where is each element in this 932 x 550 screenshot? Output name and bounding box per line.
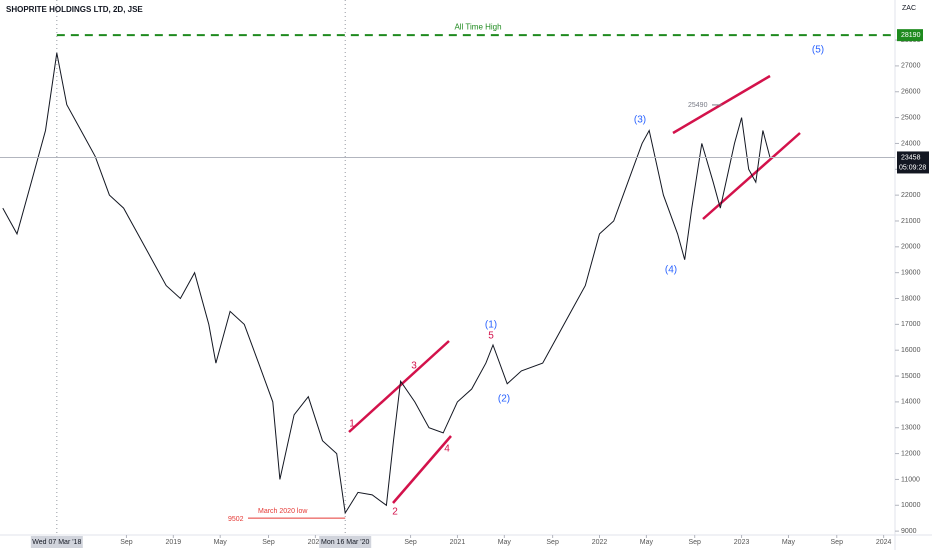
wave-label: 3 xyxy=(411,361,417,372)
x-tick-label: 2024 xyxy=(876,539,892,546)
wave-label: 5 xyxy=(488,331,494,342)
y-tick-label: 25000 xyxy=(901,114,921,121)
y-tick-label: 15000 xyxy=(901,373,921,380)
x-tick-label: May xyxy=(498,539,512,546)
wave-label: (4) xyxy=(665,265,677,276)
y-tick-label: 17000 xyxy=(901,321,921,328)
y-tick-label: 13000 xyxy=(901,425,921,432)
x-tick-label: 2019 xyxy=(166,539,182,546)
x-tick-label: 2022 xyxy=(592,539,608,546)
y-tick-label: 27000 xyxy=(901,63,921,70)
last-price-badge xyxy=(897,151,929,174)
x-tick-label: May xyxy=(640,539,654,546)
wave-label: 4 xyxy=(444,444,450,455)
crosshair-label: Mon 16 Mar '20 xyxy=(321,539,370,546)
y-tick-label: 12000 xyxy=(901,450,921,457)
countdown: 05:09:28 xyxy=(899,164,926,171)
x-tick-label: 2023 xyxy=(734,539,750,546)
y-tick-label: 21000 xyxy=(901,218,921,225)
y-tick-label: 22000 xyxy=(901,192,921,199)
x-tick-label: 2021 xyxy=(450,539,466,546)
chart-title: SHOPRITE HOLDINGS LTD, 2D, JSE xyxy=(6,5,143,14)
march-low-label: March 2020 low xyxy=(258,508,308,515)
y-tick-label: 26000 xyxy=(901,89,921,96)
ath-label: All Time High xyxy=(454,22,501,31)
trend-line xyxy=(348,340,450,433)
x-tick-label: Sep xyxy=(688,539,701,546)
x-tick-label: Sep xyxy=(546,539,559,546)
wave-label: 2 xyxy=(392,507,398,518)
x-tick-label: Sep xyxy=(262,539,275,546)
ath-price: 28190 xyxy=(901,32,921,39)
crosshair-label-box xyxy=(319,536,372,548)
y-tick-label: 18000 xyxy=(901,295,921,302)
wave-label: (2) xyxy=(498,394,510,405)
peak-label: 25490 xyxy=(688,102,708,109)
x-tick-label: May xyxy=(782,539,796,546)
x-tick-label: 2020 xyxy=(308,539,324,546)
march-low-value: 9502 xyxy=(228,516,244,523)
y-tick-label: 19000 xyxy=(901,270,921,277)
y-tick-label: 9000 xyxy=(901,528,917,535)
y-tick-label: 24000 xyxy=(901,140,921,147)
x-tick-label: Sep xyxy=(404,539,417,546)
crosshair-label-box xyxy=(30,536,83,548)
wave-label: 1 xyxy=(349,419,355,430)
x-tick-label: May xyxy=(214,539,228,546)
price-line xyxy=(2,52,771,515)
y-tick-label: 16000 xyxy=(901,347,921,354)
currency: ZAC xyxy=(902,5,916,12)
trend-line xyxy=(392,435,452,504)
last-price: 23458 xyxy=(901,154,921,161)
crosshair-label: Wed 07 Mar '18 xyxy=(32,539,81,546)
x-tick-label: Sep xyxy=(831,539,844,546)
y-tick-label: 14000 xyxy=(901,399,921,406)
y-tick-label: 10000 xyxy=(901,502,921,509)
ath-badge xyxy=(897,29,923,42)
x-tick-label: Sep xyxy=(120,539,133,546)
wave-label: (5) xyxy=(812,45,824,56)
y-tick-label: 11000 xyxy=(901,476,920,483)
y-tick-label: 20000 xyxy=(901,244,921,251)
wave-label: (3) xyxy=(634,115,646,126)
wave-label: (1) xyxy=(485,320,497,331)
